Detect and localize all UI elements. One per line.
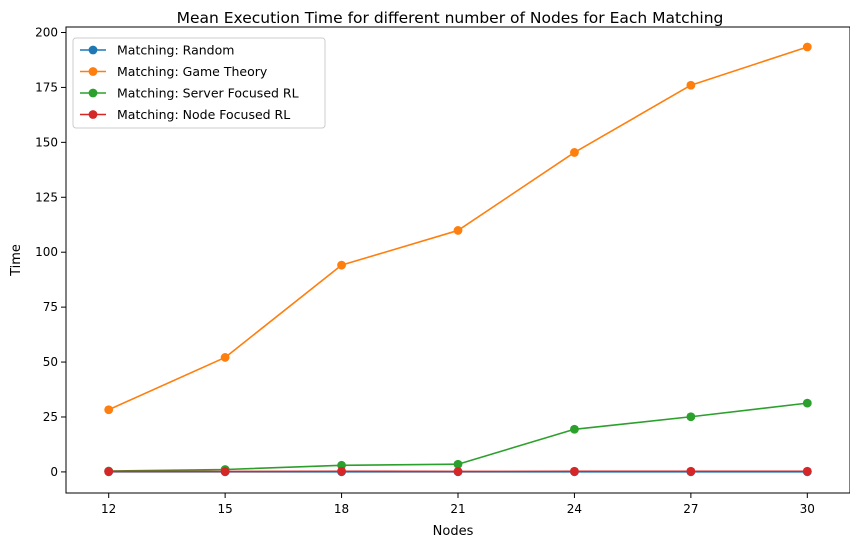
data-point	[337, 261, 346, 270]
data-point	[337, 467, 346, 476]
x-tick-label: 12	[101, 502, 116, 516]
data-point	[686, 467, 695, 476]
y-tick-label: 100	[35, 245, 58, 259]
data-point	[104, 467, 113, 476]
y-tick-label: 125	[35, 190, 58, 204]
x-tick-label: 30	[800, 502, 815, 516]
x-tick-label: 27	[683, 502, 698, 516]
y-tick-label: 75	[43, 300, 58, 314]
data-point	[570, 425, 579, 434]
x-tick-label: 24	[567, 502, 582, 516]
data-point	[221, 467, 230, 476]
data-point	[803, 43, 812, 52]
legend: Matching: Random Matching: Game Theory Mat…	[73, 38, 325, 128]
y-tick-label: 175	[35, 80, 58, 94]
data-point	[104, 405, 113, 414]
y-tick-label: 50	[43, 355, 58, 369]
x-tick-label: 15	[217, 502, 232, 516]
y-axis: 0 25 50 75 100 125 150 175 200	[35, 25, 66, 478]
data-point	[803, 467, 812, 476]
x-tick-label: 21	[450, 502, 465, 516]
data-point	[803, 399, 812, 408]
data-point	[686, 412, 695, 421]
legend-label: Matching: Server Focused RL	[117, 86, 299, 101]
legend-marker	[89, 110, 98, 119]
y-tick-label: 25	[43, 410, 58, 424]
data-point	[570, 467, 579, 476]
data-point	[454, 467, 463, 476]
x-axis: 12 15 18 21 24 27 30	[101, 493, 815, 516]
y-tick-label: 150	[35, 135, 58, 149]
data-point	[221, 353, 230, 362]
legend-label: Matching: Game Theory	[117, 64, 268, 79]
x-tick-label: 18	[334, 502, 349, 516]
y-tick-label: 0	[50, 465, 58, 479]
legend-marker	[89, 89, 98, 98]
data-point	[686, 81, 695, 90]
legend-marker	[89, 46, 98, 55]
y-axis-label: Time	[9, 244, 24, 277]
legend-label: Matching: Node Focused RL	[117, 107, 290, 122]
legend-label: Matching: Random	[117, 43, 234, 58]
chart-title: Mean Execution Time for different number…	[177, 9, 724, 27]
y-tick-label: 200	[35, 25, 58, 39]
data-point	[454, 226, 463, 235]
data-point	[570, 148, 579, 157]
x-axis-label: Nodes	[433, 524, 474, 539]
legend-marker	[89, 67, 98, 76]
